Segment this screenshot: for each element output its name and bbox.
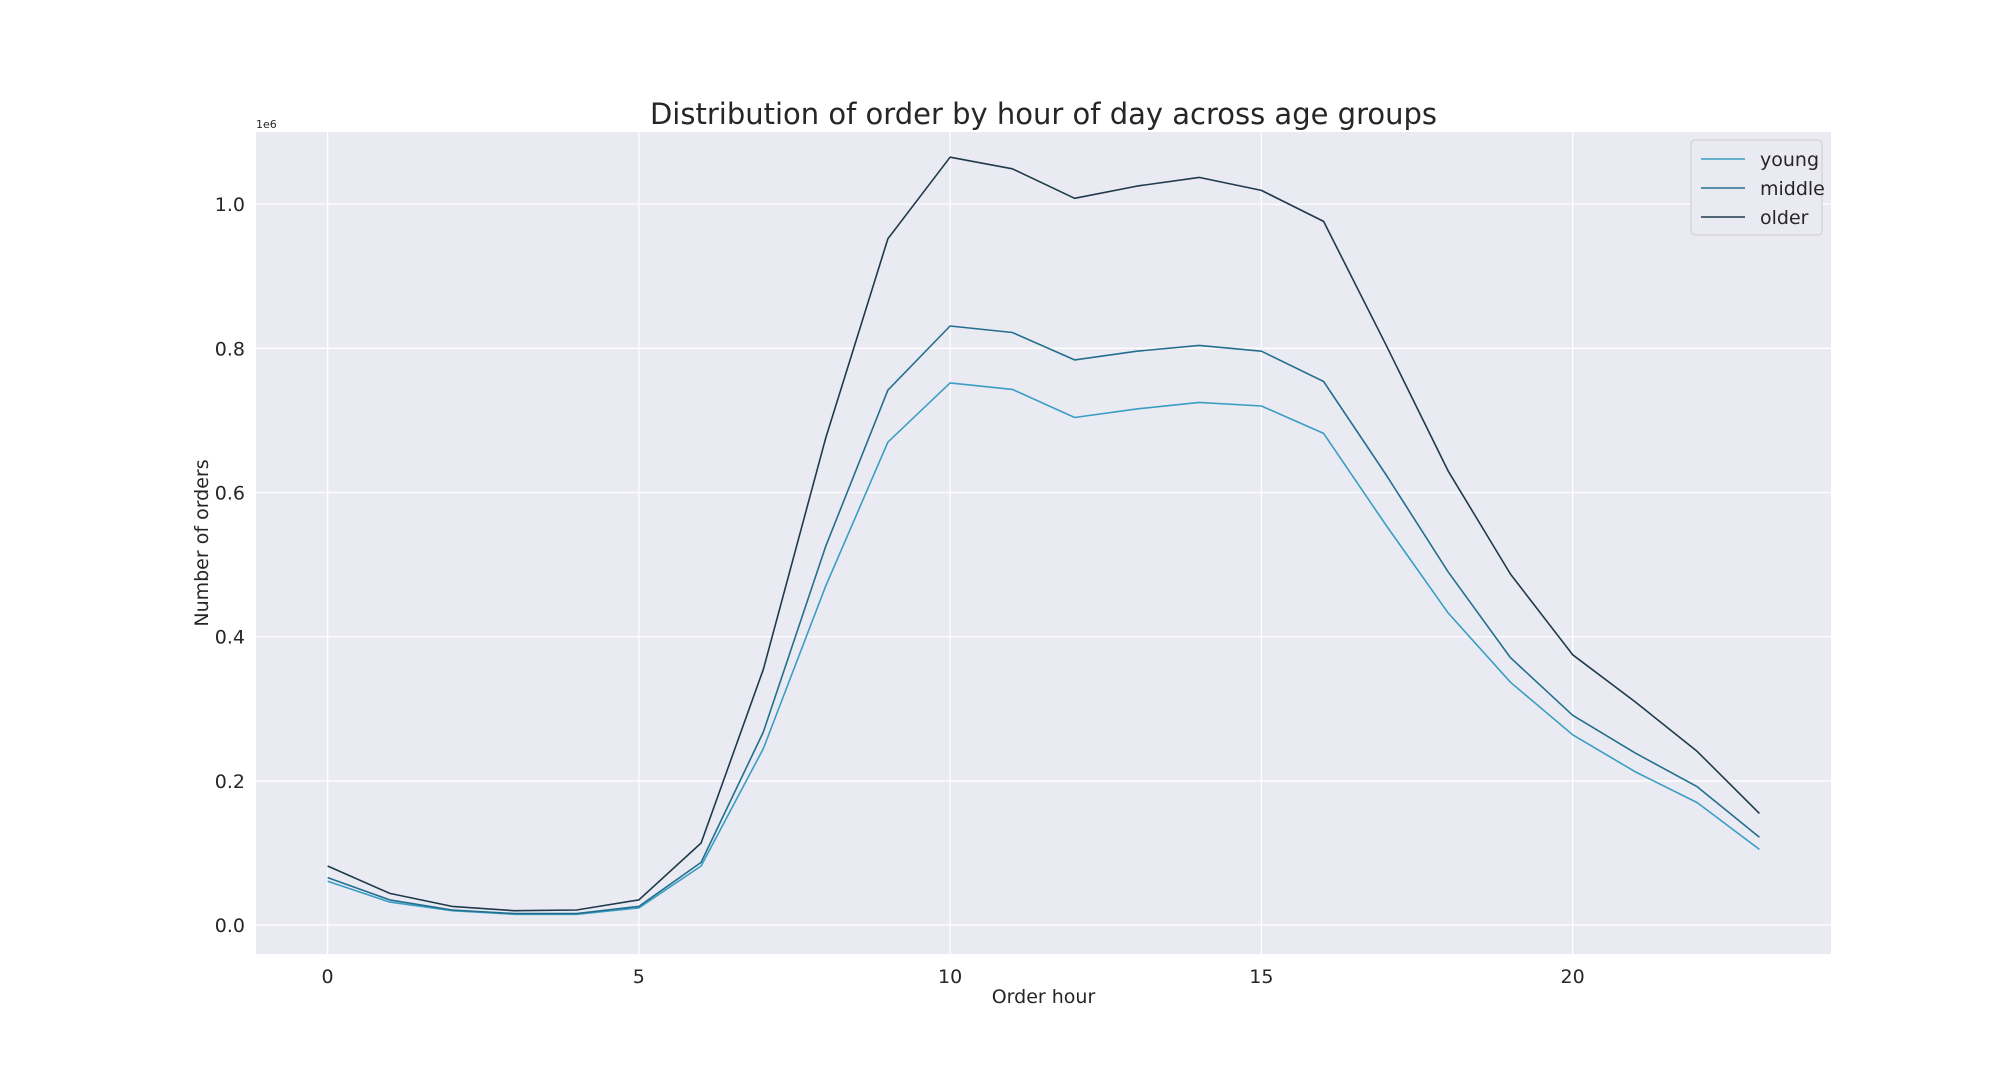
x-axis-label: Order hour: [992, 986, 1096, 1008]
y-tick-label: 0.2: [215, 771, 245, 793]
legend-label-middle: middle: [1760, 178, 1825, 200]
x-tick-labels: 0 5 10 15 20: [322, 966, 1585, 988]
series-lines: [327, 156, 1760, 916]
grid-lines: [256, 132, 1831, 954]
y-tick-label: 0.8: [215, 338, 245, 360]
x-tick-label: 15: [1249, 966, 1273, 988]
y-tick-labels: 0.0 0.2 0.4 0.6 0.8 1.0: [215, 194, 245, 937]
y-tick-label: 1.0: [215, 194, 245, 216]
y-tick-label: 0.4: [215, 627, 245, 649]
y-tick-label: 0.0: [215, 915, 245, 937]
y-axis-label: Number of orders: [191, 459, 213, 626]
legend-box: [1690, 139, 1823, 236]
x-tick-label: 10: [938, 966, 962, 988]
x-tick-label: 0: [322, 966, 334, 988]
x-tick-label: 20: [1561, 966, 1585, 988]
legend: young middle older: [1690, 139, 1825, 236]
x-tick-label: 5: [633, 966, 645, 988]
y-tick-label: 0.6: [215, 483, 245, 505]
legend-label-older: older: [1760, 207, 1809, 229]
plot-area: [256, 132, 1831, 954]
y-axis-exponent: 1e6: [256, 118, 277, 131]
series-line-older: [327, 156, 1760, 912]
chart-title: Distribution of order by hour of day acr…: [650, 97, 1437, 131]
legend-label-young: young: [1760, 149, 1819, 171]
series-line-middle: [327, 325, 1760, 915]
